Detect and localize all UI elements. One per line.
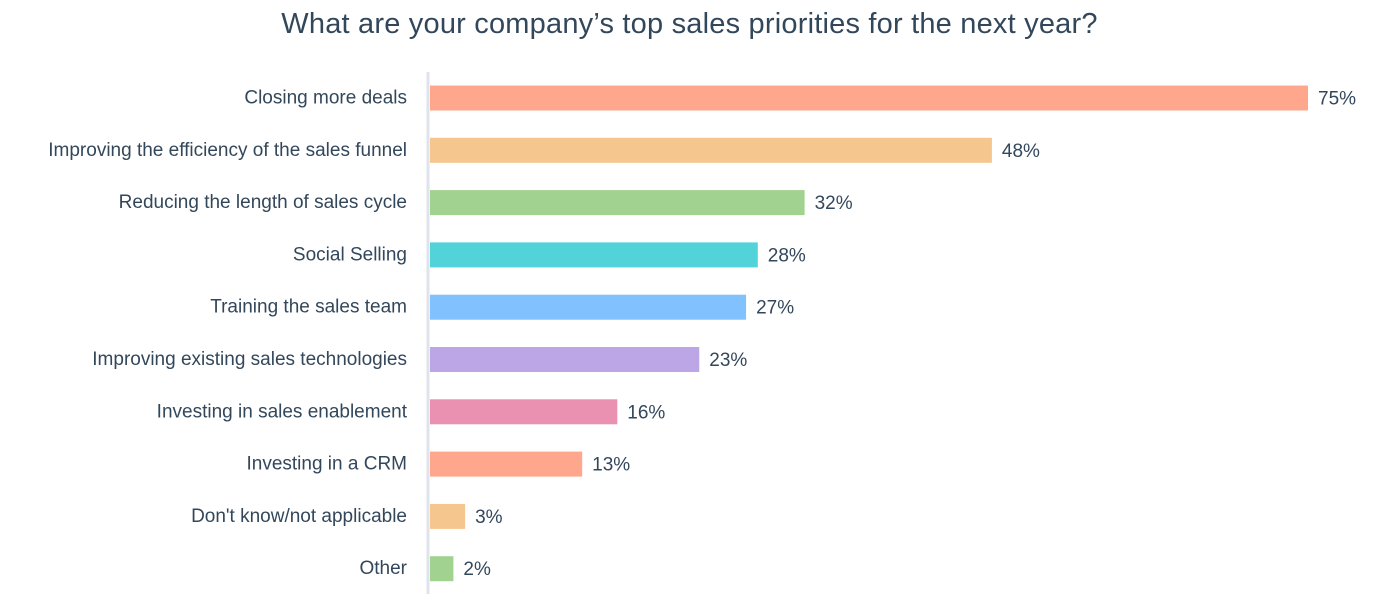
category-label: Reducing the length of sales cycle — [119, 192, 407, 213]
category-label: Social Selling — [293, 244, 407, 265]
bar — [430, 399, 618, 425]
bar — [430, 242, 758, 268]
bar — [430, 85, 1308, 111]
data-label: 32% — [815, 193, 853, 214]
bar — [430, 451, 583, 477]
category-label: Closing more deals — [244, 88, 407, 109]
data-label: 23% — [709, 350, 747, 371]
category-label: Improving the efficiency of the sales fu… — [48, 140, 407, 161]
category-label: Training the sales team — [210, 297, 407, 318]
chart-title: What are your company’s top sales priori… — [281, 8, 1098, 40]
category-label: Improving existing sales technologies — [92, 349, 407, 370]
data-label: 28% — [768, 245, 806, 266]
bar — [430, 347, 700, 372]
data-label: 3% — [475, 507, 503, 528]
category-label: Don't know/not applicable — [191, 506, 407, 527]
bar — [430, 503, 466, 529]
bar — [430, 294, 747, 320]
data-label: 27% — [756, 298, 794, 319]
category-label: Other — [359, 558, 407, 579]
data-label: 13% — [592, 455, 630, 476]
bar — [430, 137, 992, 163]
data-label: 48% — [1002, 141, 1040, 162]
data-label: 75% — [1318, 89, 1356, 110]
data-label: 2% — [463, 559, 491, 580]
data-label: 16% — [627, 402, 665, 423]
bar — [430, 190, 805, 216]
bar — [430, 556, 454, 582]
category-label: Investing in sales enablement — [157, 401, 408, 422]
category-label: Investing in a CRM — [246, 454, 407, 475]
